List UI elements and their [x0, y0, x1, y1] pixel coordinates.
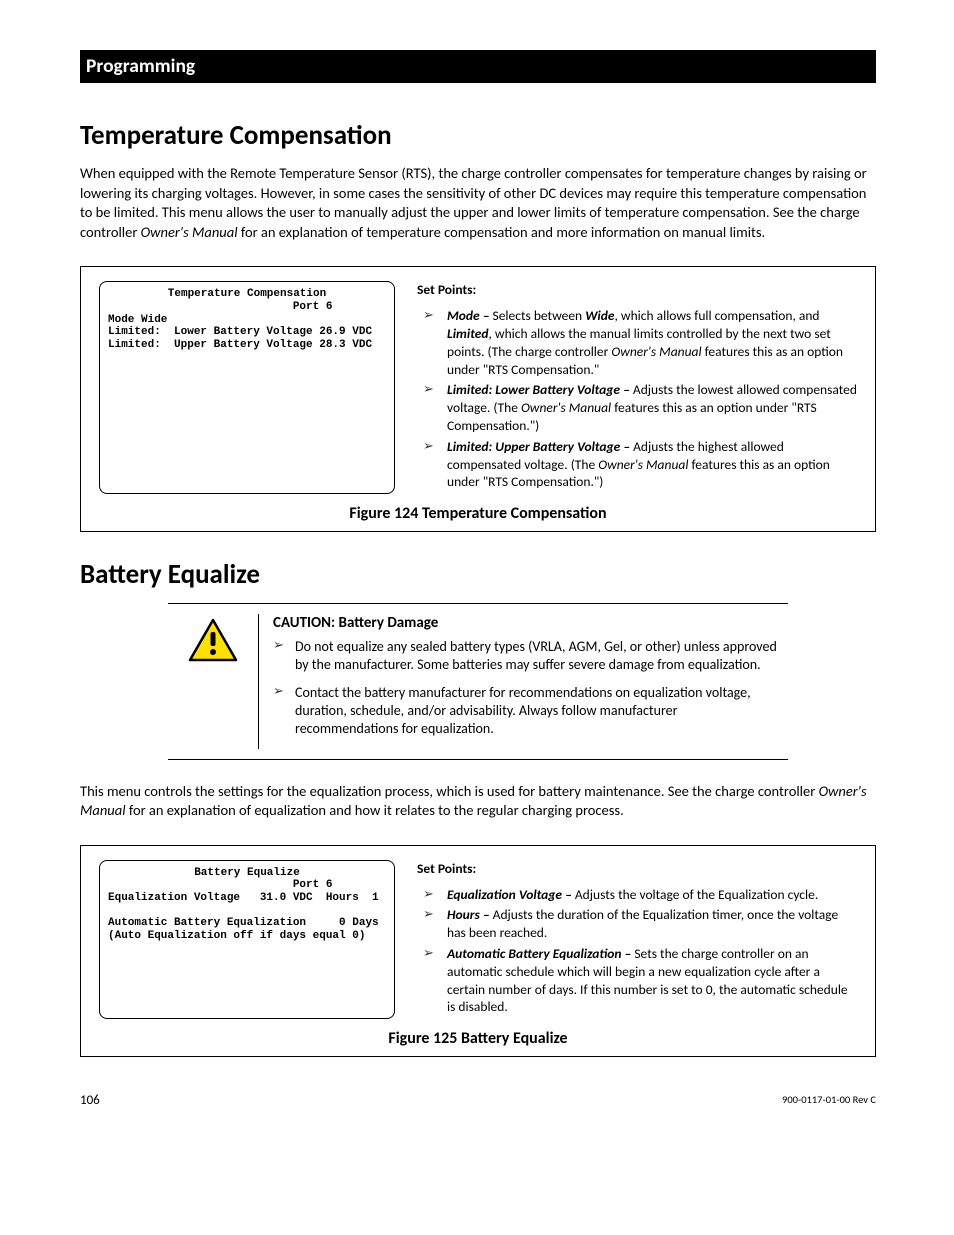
lcd-temp-line3: Limited: Upper Battery Voltage 28.3 VDC [108, 339, 372, 351]
setpoints-title-temp: Set Points: [417, 281, 857, 299]
section-header: Programming [80, 50, 876, 83]
temp-comp-intro-after: for an explanation of temperature compen… [238, 223, 766, 241]
lcd-temp-line2: Limited: Lower Battery Voltage 26.9 VDC [108, 326, 372, 338]
sp-mode-t1: Selects between [493, 307, 586, 324]
sp-lower: Limited: Lower Battery Voltage – Adjusts… [417, 381, 857, 434]
caution-item-2: Contact the battery manufacturer for rec… [273, 684, 780, 739]
lcd-temp-port: Port 6 [108, 301, 332, 313]
sp-mode: Mode – Selects between Wide, which allow… [417, 307, 857, 378]
sp-eq-voltage-label: Equalization Voltage – [447, 886, 575, 903]
sp-upper-label: Limited: Upper Battery Voltage – [447, 438, 633, 455]
sp-auto-eq-label: Automatic Battery Equalization – [447, 945, 634, 962]
batt-intro-before: This menu controls the settings for the … [80, 782, 819, 800]
sp-mode-wide: Wide [585, 307, 614, 324]
figure-125-box: Battery Equalize Port 6 Equalization Vol… [80, 845, 876, 1058]
sp-eq-voltage-text: Adjusts the voltage of the Equalization … [575, 886, 818, 903]
owners-manual-ref: Owner's Manual [141, 223, 238, 241]
caution-icon [188, 618, 238, 662]
sp-mode-t2: , which allows full compensation, and [615, 307, 820, 324]
sp-eq-voltage: Equalization Voltage – Adjusts the volta… [417, 886, 857, 904]
lcd-batt-line3: Automatic Battery Equalization 0 Days [108, 917, 379, 929]
sp-hours-label: Hours – [447, 906, 493, 923]
sp-upper: Limited: Upper Battery Voltage – Adjusts… [417, 438, 857, 491]
setpoints-batt: Set Points: Equalization Voltage – Adjus… [417, 860, 857, 1020]
sp-lower-manual: Owner's Manual [521, 399, 611, 416]
page-footer: 106 900-0117-01-00 Rev C [80, 1093, 876, 1108]
temp-comp-intro: When equipped with the Remote Temperatur… [80, 164, 876, 242]
page-number: 106 [80, 1093, 100, 1108]
heading-battery-eq: Battery Equalize [80, 558, 876, 591]
sp-hours-text: Adjusts the duration of the Equalization… [447, 906, 838, 941]
lcd-temp-comp: Temperature Compensation Port 6 Mode Wid… [99, 281, 395, 494]
sp-mode-label: Mode – [447, 307, 493, 324]
lcd-temp-line1: Mode Wide [108, 314, 167, 326]
battery-eq-intro: This menu controls the settings for the … [80, 782, 876, 821]
lcd-battery-eq: Battery Equalize Port 6 Equalization Vol… [99, 860, 395, 1020]
lcd-batt-title: Battery Equalize [108, 867, 386, 880]
lcd-batt-port: Port 6 [108, 879, 332, 891]
lcd-temp-title: Temperature Compensation [108, 288, 386, 301]
sp-upper-manual: Owner's Manual [598, 456, 688, 473]
sp-lower-label: Limited: Lower Battery Voltage – [447, 381, 633, 398]
doc-revision: 900-0117-01-00 Rev C [782, 1093, 876, 1108]
figure-124-caption: Figure 124 Temperature Compensation [99, 504, 857, 523]
caution-box: CAUTION: Battery Damage Do not equalize … [168, 603, 788, 759]
sp-auto-eq: Automatic Battery Equalization – Sets th… [417, 945, 857, 1016]
lcd-batt-line1: Equalization Voltage 31.0 VDC Hours 1 [108, 892, 379, 904]
caution-item-1: Do not equalize any sealed battery types… [273, 638, 780, 674]
sp-mode-manual: Owner's Manual [611, 343, 701, 360]
setpoints-title-batt: Set Points: [417, 860, 857, 878]
lcd-batt-line4: (Auto Equalization off if days equal 0) [108, 930, 365, 942]
heading-temp-comp: Temperature Compensation [80, 119, 876, 152]
caution-icon-cell [168, 614, 259, 748]
sp-hours: Hours – Adjusts the duration of the Equa… [417, 906, 857, 942]
figure-124-box: Temperature Compensation Port 6 Mode Wid… [80, 266, 876, 532]
setpoints-temp: Set Points: Mode – Selects between Wide,… [417, 281, 857, 494]
figure-125-caption: Figure 125 Battery Equalize [99, 1029, 857, 1048]
batt-intro-after: for an explanation of equalization and h… [126, 801, 624, 819]
caution-title: CAUTION: Battery Damage [273, 614, 780, 634]
sp-mode-limited: Limited [447, 325, 489, 342]
